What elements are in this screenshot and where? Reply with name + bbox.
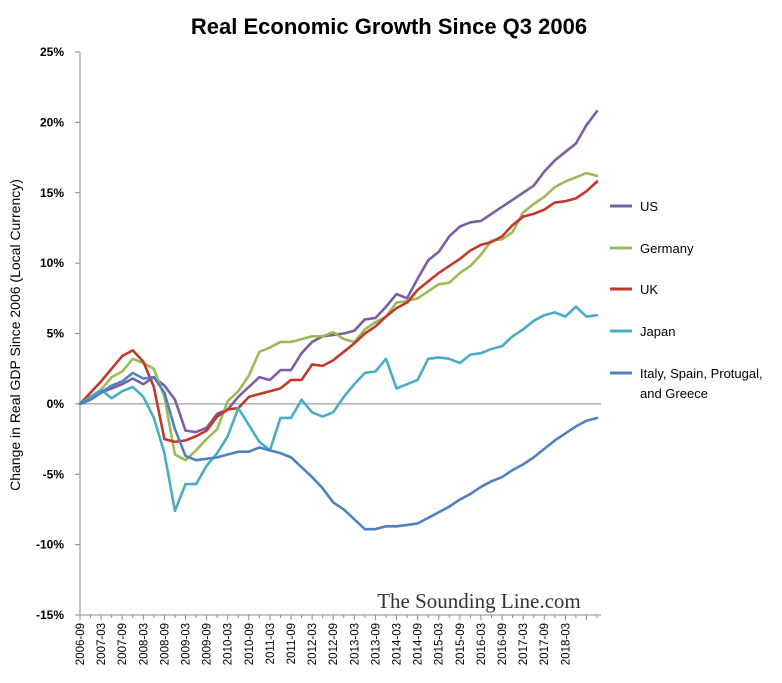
x-tick-label: 2006-09 [75, 623, 87, 665]
legend-label: US [640, 199, 658, 214]
y-tick-label: -5% [43, 467, 65, 481]
x-tick-label: 2014-09 [413, 623, 425, 665]
x-tick-label: 2010-09 [244, 623, 256, 665]
series-line-germany [78, 171, 599, 462]
x-tick-label: 2017-09 [539, 623, 551, 665]
x-tick-label: 2009-09 [202, 623, 214, 665]
legend-label: UK [640, 282, 658, 297]
y-tick-label: 0% [47, 397, 65, 411]
x-tick-label: 2017-03 [518, 623, 530, 665]
watermark: The Sounding Line.com [377, 589, 581, 613]
y-tick-label: -10% [36, 538, 64, 552]
x-tick-label: 2013-03 [349, 623, 361, 665]
y-tick-label: 20% [40, 115, 64, 129]
x-tick-label: 2007-03 [96, 623, 108, 665]
series-group [78, 109, 599, 531]
x-tick-label: 2007-09 [117, 623, 129, 665]
x-tick-label: 2011-09 [286, 623, 298, 664]
legend-label: Italy, Spain, Protugal, [640, 366, 763, 381]
x-tick-label: 2015-03 [434, 623, 446, 665]
x-tick-label: 2012-09 [328, 623, 340, 665]
x-tick-label: 2013-09 [370, 623, 382, 665]
series-line-uk [78, 180, 599, 444]
legend-label: Germany [640, 241, 694, 256]
x-tick-label: 2015-09 [455, 623, 467, 665]
series-line-italy-spain-protugal-and-greece [78, 371, 599, 531]
x-tick-label: 2009-03 [181, 623, 193, 665]
series-line-japan [78, 305, 599, 513]
x-tick-label: 2012-03 [307, 623, 319, 665]
x-tick-label: 2014-03 [392, 623, 404, 665]
y-tick-label: -15% [36, 608, 64, 622]
chart-title: Real Economic Growth Since Q3 2006 [191, 14, 587, 39]
y-axis-label-group: Change in Real GDP Since 2006 (Local Cur… [7, 179, 23, 491]
x-tick-label: 2010-03 [223, 623, 235, 665]
y-ticks: 25% 20% 15% 10% 5% 0% -5% -10% -15% [36, 45, 80, 622]
x-tick-label: 2008-09 [159, 623, 171, 665]
y-tick-label: 10% [40, 256, 64, 270]
y-tick-label: 5% [47, 327, 65, 341]
y-tick-label: 25% [40, 45, 64, 59]
x-tick-label: 2016-09 [497, 623, 509, 665]
x-tick-label: 2018-03 [560, 623, 572, 665]
y-tick-label: 15% [40, 186, 64, 200]
legend: US Germany UK Japan Italy, Spain, Protugal, a… [610, 199, 763, 401]
y-axis-label: Change in Real GDP Since 2006 (Local Cur… [7, 179, 23, 491]
x-tick-label: 2008-03 [138, 623, 150, 665]
x-tick-label: 2011-03 [265, 623, 277, 664]
legend-label: Japan [640, 324, 675, 339]
legend-label: and Greece [640, 386, 708, 401]
x-ticks: 2006-09 2007-03 2007-09 2008-03 2008-09 2009-… [75, 615, 598, 665]
x-tick-label: 2016-03 [476, 623, 488, 665]
